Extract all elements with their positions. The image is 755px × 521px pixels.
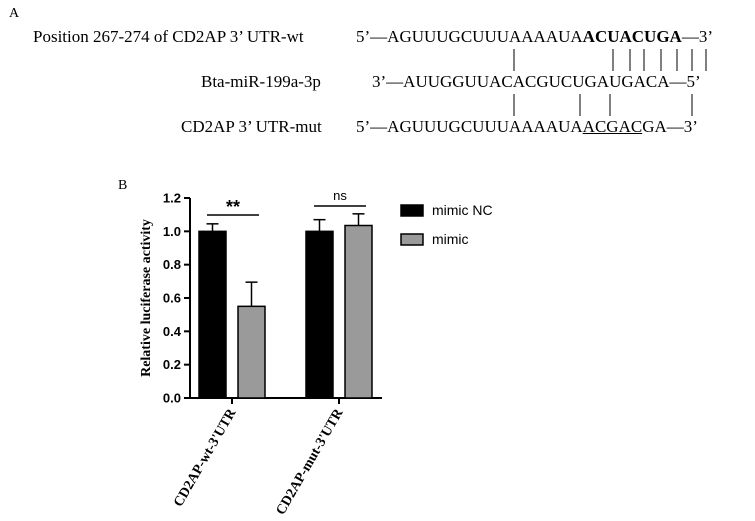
y-tick-label: 0.2 xyxy=(163,357,181,372)
wt-seed-region: ACUACUGA xyxy=(582,27,682,46)
wt-seq-plain: AGUUUGCUUUAAAAUA xyxy=(387,27,583,46)
panel-a-label: A xyxy=(9,6,20,21)
mut-mutated-region: ACGAC xyxy=(582,117,643,136)
wt-pairing-lines xyxy=(513,49,707,71)
y-axis-label: Relative luciferase activity xyxy=(139,219,154,377)
legend-swatch xyxy=(400,204,424,217)
mut-row-name: CD2AP 3’ UTR-mut xyxy=(181,117,322,136)
mirna-seq: AUUGGUUACACGUCUGAUGACA xyxy=(403,72,670,91)
y-tick-label: 1.2 xyxy=(163,191,181,206)
significance-label: ** xyxy=(226,197,240,217)
legend-label: mimic xyxy=(432,231,469,247)
wt-prefix: 5’— xyxy=(356,27,388,46)
significance-label: ns xyxy=(333,188,347,203)
y-tick-label: 0.8 xyxy=(163,257,181,272)
x-category-label: CD2AP-wt-3'UTR xyxy=(171,406,240,510)
mirna-sequence: 3’—AUUGGUUACACGUCUGAUGACA—5’ xyxy=(372,72,701,92)
mut-seq-tail: GA xyxy=(642,117,667,136)
mut-sequence: 5’—AGUUUGCUUUAAAAUAACGACGA—3’ xyxy=(356,117,698,137)
mut-prefix: 5’— xyxy=(356,117,388,136)
wt-sequence: 5’—AGUUUGCUUUAAAAUAACUACUGA—3’ xyxy=(356,27,713,47)
mirna-prefix: 3’— xyxy=(372,72,404,91)
legend-label: mimic NC xyxy=(432,202,493,218)
y-tick-label: 0.4 xyxy=(163,324,182,339)
mut-suffix: —3’ xyxy=(666,117,698,136)
mirna-row-name: Bta-miR-199a-3p xyxy=(201,72,321,91)
mut-seq-plain: AGUUUGCUUUAAAAUA xyxy=(387,117,583,136)
bar-mimic-nc xyxy=(198,230,227,399)
mut-pairing-lines xyxy=(513,94,693,116)
bar-mimic-nc xyxy=(305,230,334,399)
mirna-suffix: —5’ xyxy=(669,72,701,91)
bar-mimic xyxy=(237,305,266,399)
y-tick-label: 0.0 xyxy=(163,391,181,406)
wt-row-name: Position 267-274 of CD2AP 3’ UTR-wt xyxy=(33,27,304,46)
panel-b-label: B xyxy=(118,178,128,193)
wt-suffix: —3’ xyxy=(681,27,714,46)
pairing-lines xyxy=(513,49,707,116)
legend-swatch xyxy=(400,233,424,246)
bar-mimic xyxy=(344,224,373,399)
y-tick-label: 1.0 xyxy=(163,224,181,239)
x-category-label: CD2AP-mut-3'UTR xyxy=(274,406,347,518)
y-tick-label: 0.6 xyxy=(163,291,181,306)
